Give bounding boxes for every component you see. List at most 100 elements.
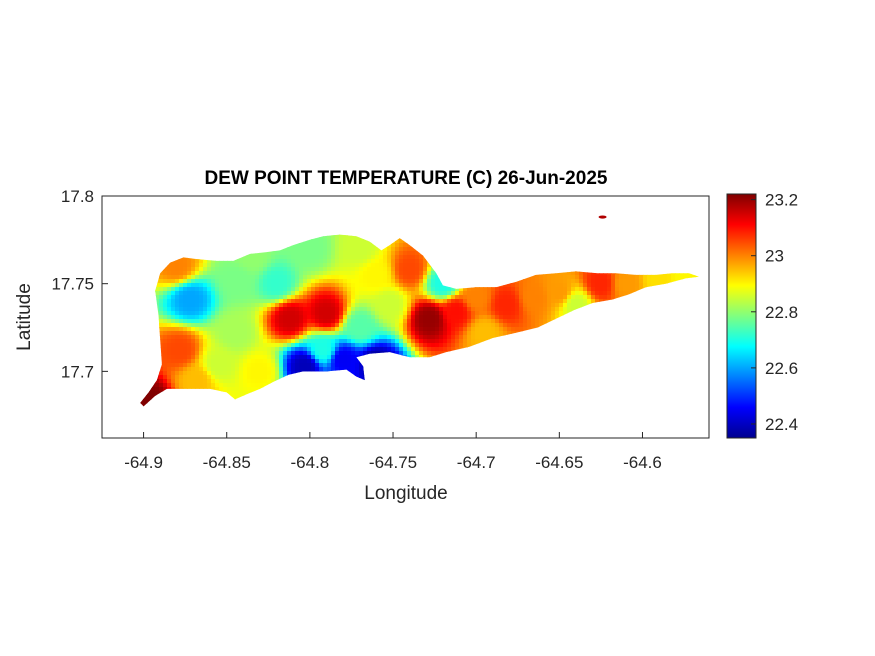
heat-cell bbox=[303, 363, 308, 368]
heat-cell bbox=[299, 335, 304, 340]
heat-cell bbox=[167, 347, 172, 352]
heat-cell bbox=[379, 283, 384, 288]
heat-cell bbox=[563, 295, 568, 300]
heat-cell bbox=[571, 299, 576, 304]
heat-cell bbox=[347, 287, 352, 292]
heat-cell bbox=[359, 287, 364, 292]
heat-cell bbox=[199, 363, 204, 368]
heat-cell bbox=[331, 279, 336, 284]
heat-cell bbox=[311, 319, 316, 324]
heat-cell bbox=[595, 279, 600, 284]
heat-cell bbox=[227, 363, 232, 368]
heat-cell bbox=[371, 251, 376, 256]
heat-cell bbox=[491, 299, 496, 304]
heat-cell bbox=[175, 295, 180, 300]
heat-cell bbox=[307, 247, 312, 252]
heat-cell bbox=[207, 327, 212, 332]
heat-cell bbox=[275, 263, 280, 268]
heat-cell bbox=[327, 255, 332, 260]
heat-cell bbox=[279, 323, 284, 328]
heat-cell bbox=[207, 271, 212, 276]
heat-cell bbox=[247, 323, 252, 328]
heat-cell bbox=[343, 303, 348, 308]
heat-cell bbox=[371, 351, 376, 356]
heat-cell bbox=[427, 323, 432, 328]
heat-cell bbox=[299, 339, 304, 344]
heat-cell bbox=[411, 331, 416, 336]
heat-cell bbox=[547, 295, 552, 300]
heat-cell bbox=[511, 331, 516, 336]
heat-cell bbox=[379, 307, 384, 312]
heat-cell bbox=[259, 259, 264, 264]
heat-cell bbox=[315, 295, 320, 300]
heat-cell bbox=[427, 311, 432, 316]
heat-cell bbox=[219, 363, 224, 368]
heat-cell bbox=[371, 307, 376, 312]
heat-cell bbox=[531, 291, 536, 296]
heat-cell bbox=[391, 335, 396, 340]
heat-cell bbox=[427, 319, 432, 324]
heat-cell bbox=[339, 311, 344, 316]
heat-cell bbox=[351, 347, 356, 352]
heat-cell bbox=[351, 239, 356, 244]
heat-cell bbox=[271, 287, 276, 292]
heat-cell bbox=[323, 319, 328, 324]
heat-cell bbox=[227, 291, 232, 296]
heat-cell bbox=[563, 311, 568, 316]
heat-cell bbox=[371, 255, 376, 260]
heat-cell bbox=[459, 287, 464, 292]
heat-cell bbox=[267, 255, 272, 260]
heat-cell bbox=[231, 271, 236, 276]
heat-cell bbox=[191, 291, 196, 296]
heat-cell bbox=[335, 243, 340, 248]
heat-cell bbox=[267, 263, 272, 268]
heat-cell bbox=[323, 315, 328, 320]
heat-cell bbox=[535, 315, 540, 320]
heat-cell bbox=[291, 299, 296, 304]
heat-cell bbox=[335, 303, 340, 308]
heat-cell bbox=[207, 355, 212, 360]
heat-cell bbox=[371, 335, 376, 340]
heat-cell bbox=[231, 331, 236, 336]
heat-cell bbox=[211, 263, 216, 268]
heat-cell bbox=[223, 311, 228, 316]
heat-cell bbox=[411, 311, 416, 316]
heat-cell bbox=[407, 331, 412, 336]
heat-cell bbox=[439, 351, 444, 356]
heat-cell bbox=[459, 339, 464, 344]
heat-cell bbox=[519, 299, 524, 304]
heat-cell bbox=[599, 287, 604, 292]
heat-cell bbox=[391, 323, 396, 328]
heat-cell bbox=[295, 343, 300, 348]
heat-cell bbox=[347, 235, 352, 240]
heat-cell bbox=[299, 279, 304, 284]
heat-cell bbox=[435, 279, 440, 284]
heat-cell bbox=[443, 327, 448, 332]
heat-cell bbox=[343, 259, 348, 264]
heat-cell bbox=[543, 311, 548, 316]
heat-cell bbox=[551, 283, 556, 288]
heat-cell bbox=[455, 319, 460, 324]
heat-cell bbox=[555, 283, 560, 288]
heat-cell bbox=[271, 251, 276, 256]
heat-cell bbox=[315, 243, 320, 248]
heat-cell bbox=[263, 287, 268, 292]
heat-cell bbox=[579, 295, 584, 300]
heat-cell bbox=[399, 351, 404, 356]
heat-cell bbox=[311, 343, 316, 348]
heat-cell bbox=[263, 327, 268, 332]
heat-cell bbox=[267, 351, 272, 356]
heat-cell bbox=[651, 275, 656, 280]
heat-cell bbox=[375, 319, 380, 324]
heat-cell bbox=[475, 315, 480, 320]
heat-cell bbox=[523, 319, 528, 324]
heat-cell bbox=[183, 363, 188, 368]
heat-cell bbox=[203, 279, 208, 284]
heat-cell bbox=[175, 359, 180, 364]
heat-cell bbox=[427, 295, 432, 300]
heat-cell bbox=[195, 259, 200, 264]
heat-cell bbox=[423, 259, 428, 264]
heat-cell bbox=[215, 343, 220, 348]
heat-cell bbox=[251, 363, 256, 368]
heat-cell bbox=[555, 315, 560, 320]
